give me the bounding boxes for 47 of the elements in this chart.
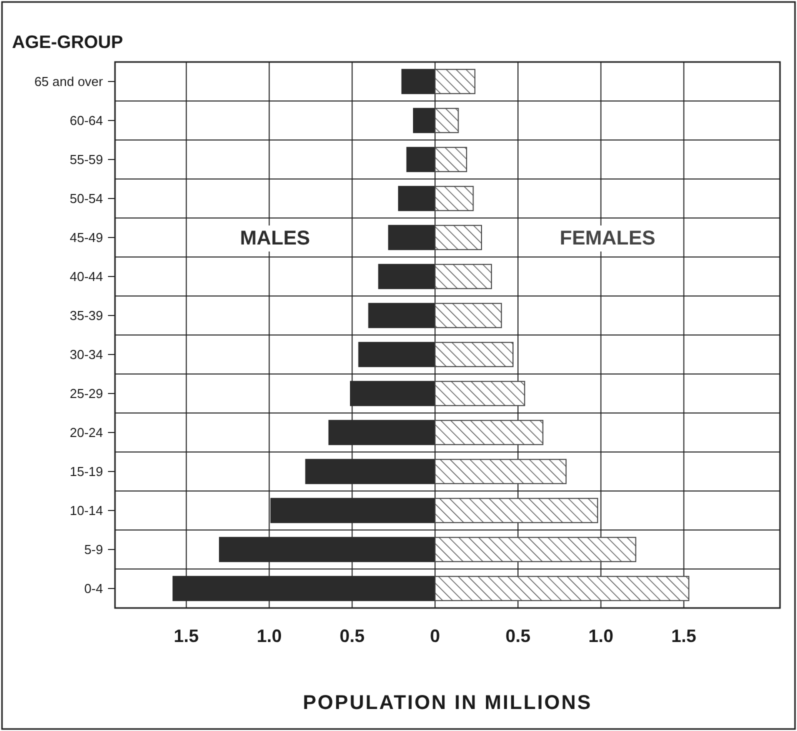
y-tick-label: 40-44 bbox=[70, 269, 103, 284]
bar bbox=[388, 224, 436, 250]
y-tick-label: 5-9 bbox=[84, 542, 103, 558]
bar bbox=[368, 302, 436, 328]
text: MALES bbox=[240, 228, 310, 250]
y-tick-label: 25-29 bbox=[70, 386, 103, 402]
bar bbox=[398, 186, 436, 212]
bar bbox=[434, 68, 476, 94]
bar bbox=[434, 342, 514, 368]
y-tick-label: 55-59 bbox=[70, 152, 103, 168]
y-tick-label: 15-19 bbox=[70, 464, 103, 480]
bar bbox=[434, 498, 598, 524]
x-tick-label: 0.5 bbox=[505, 626, 530, 646]
bar bbox=[406, 146, 436, 172]
x-tick-label: 1.5 bbox=[671, 626, 696, 646]
bar bbox=[434, 380, 526, 406]
y-tick-label: 65 and over bbox=[34, 74, 104, 90]
bar bbox=[413, 108, 436, 134]
bar bbox=[434, 224, 482, 250]
y-tick-label: 10-14 bbox=[70, 503, 103, 518]
y-tick-label: 30-34 bbox=[70, 347, 103, 362]
text: FEMALES bbox=[560, 228, 656, 250]
bar bbox=[434, 458, 567, 484]
bar bbox=[434, 420, 544, 446]
bar bbox=[434, 264, 492, 290]
y-tick-label: 20-24 bbox=[70, 425, 103, 440]
x-tick-label: 0.5 bbox=[340, 626, 365, 646]
bar bbox=[434, 576, 690, 602]
y-axis-title: AGE-GROUP bbox=[12, 32, 124, 52]
bar bbox=[434, 108, 459, 134]
x-tick-label: 1.0 bbox=[588, 626, 614, 646]
x-tick-label: 1.0 bbox=[256, 626, 282, 646]
x-tick-label: 0 bbox=[430, 626, 440, 646]
y-tick-label: 35-39 bbox=[70, 308, 103, 324]
bar bbox=[434, 302, 502, 328]
y-tick-label: 0-4 bbox=[84, 581, 103, 596]
bar bbox=[434, 146, 468, 172]
x-tick-label: 1.5 bbox=[174, 626, 199, 646]
bar bbox=[378, 264, 436, 290]
y-tick-label: 50-54 bbox=[70, 191, 103, 206]
y-tick-label: 60-64 bbox=[70, 113, 103, 128]
bar bbox=[434, 186, 474, 212]
bar bbox=[434, 536, 636, 562]
bar bbox=[358, 342, 436, 368]
bar bbox=[401, 68, 436, 94]
y-tick-label: 45-49 bbox=[70, 230, 103, 246]
x-axis-title: POPULATION IN MILLIONS bbox=[302, 692, 592, 714]
